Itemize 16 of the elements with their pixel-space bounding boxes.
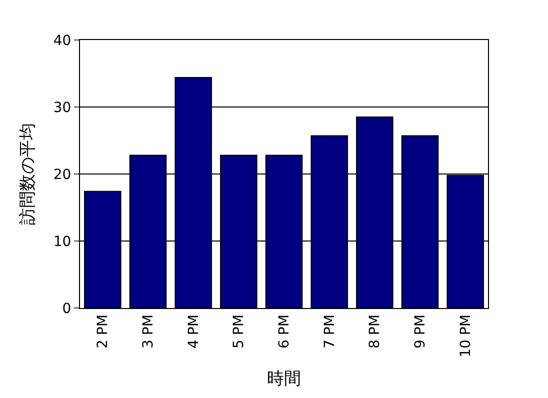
x-tick-label: 4 PM	[186, 314, 202, 348]
y-tick-label: 10	[53, 234, 72, 250]
x-tick-label: 3 PM	[140, 314, 157, 348]
x-tick-label: 6 PM	[276, 314, 293, 348]
y-tick-label: 0	[62, 300, 72, 317]
x-tick-label: 8 PM	[367, 314, 384, 348]
y-axis-title: 訪問数の平均	[18, 123, 38, 225]
y-tick-label: 30	[53, 100, 72, 116]
x-axis-title: 時間	[267, 368, 301, 389]
x-tick-label: 10 PM	[458, 314, 474, 358]
y-tick-label: 20	[53, 166, 72, 183]
x-tick-label: 7 PM	[322, 314, 338, 348]
x-tick-label: 5 PM	[231, 314, 248, 348]
x-tick-label: 2 PM	[95, 314, 112, 348]
x-tick-label: 9 PM	[412, 314, 429, 348]
y-tick-label: 40	[53, 32, 72, 49]
